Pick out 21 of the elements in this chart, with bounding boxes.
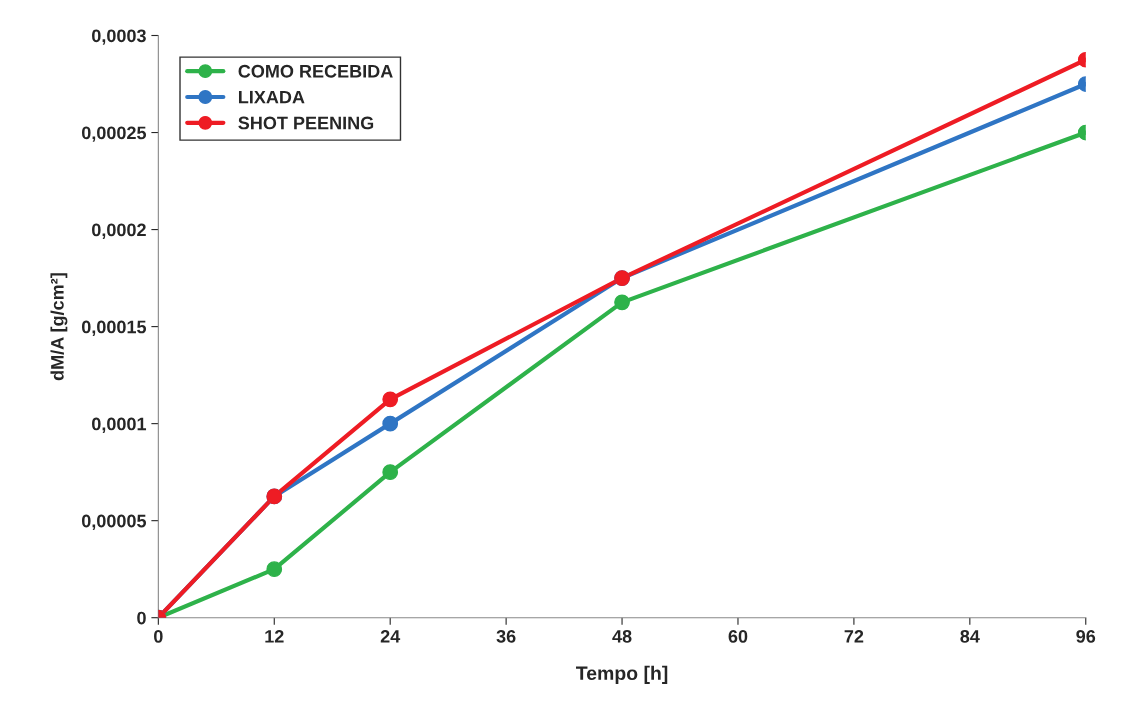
x-axis-title: Tempo [h] xyxy=(576,665,668,684)
y-tick-label: 0,00015 xyxy=(81,320,147,336)
y-tick-label: 0 xyxy=(137,611,146,625)
x-tick-label: 96 xyxy=(1076,629,1096,643)
x-tick-label: 84 xyxy=(960,629,980,643)
y-tick-label: 0,0002 xyxy=(92,223,146,239)
y-tick-label: 0,00025 xyxy=(81,126,147,142)
y-tick-label: 0,0003 xyxy=(92,29,146,45)
x-tick-label: 24 xyxy=(380,629,401,643)
x-tick-label: 36 xyxy=(496,629,516,643)
legend-label: SHOT PEENING xyxy=(238,116,374,130)
y-tick-label: 0,0001 xyxy=(92,417,147,433)
x-tick-label: 72 xyxy=(844,629,864,643)
legend-label: LIXADA xyxy=(238,90,305,104)
x-tick-label: 12 xyxy=(265,629,284,643)
x-tick-label: 0 xyxy=(154,629,163,643)
y-tick-label: 0,00005 xyxy=(81,514,147,530)
x-tick-label: 60 xyxy=(728,629,748,643)
legend-label: COMO RECEBIDA xyxy=(238,64,393,78)
y-axis-title: dM/A [g/cm²] xyxy=(50,273,68,381)
x-tick-label: 48 xyxy=(612,629,632,643)
